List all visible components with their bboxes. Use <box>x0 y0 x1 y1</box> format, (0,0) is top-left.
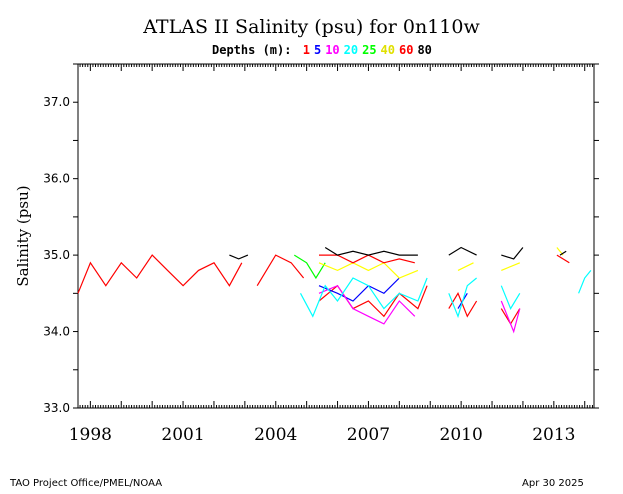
depth-legend: Depths (m): 1 5 10 20 25 40 60 80 <box>212 43 432 57</box>
y-tick-label: 34.0 <box>43 325 70 339</box>
series-80m-segment <box>448 246 477 256</box>
series-1m-segment <box>556 254 570 264</box>
x-tick-label: 2001 <box>161 425 204 445</box>
depth-legend-label: Depths (m): <box>212 43 292 57</box>
series-10m-segment <box>500 300 521 334</box>
series-1m-segment <box>448 291 478 318</box>
x-tick-label: 2007 <box>347 425 390 445</box>
series-1m-segment <box>77 254 243 294</box>
plot-frame <box>77 63 595 409</box>
series-80m-segment <box>324 246 418 256</box>
legend-depth-20: 20 <box>343 43 359 57</box>
series-80m-segment <box>559 250 567 256</box>
y-tick-label: 36.0 <box>43 172 70 186</box>
y-tick-label: 33.0 <box>43 401 70 415</box>
series-25m-segment <box>293 254 326 280</box>
x-tick-label: 1998 <box>69 425 112 445</box>
series-5m-segment <box>318 277 400 302</box>
legend-depth-40: 40 <box>380 43 395 57</box>
depth-legend-items: 1 5 10 20 25 40 60 80 <box>299 43 432 57</box>
legend-depth-80: 80 <box>417 43 432 57</box>
legend-depth-10: 10 <box>325 43 340 57</box>
series-1m-segment <box>256 254 305 287</box>
series-20m-segment <box>500 285 521 310</box>
footer-credit: TAO Project Office/PMEL/NOAA <box>10 478 163 489</box>
series-80m-segment <box>229 254 249 260</box>
series-10m-segment <box>318 284 416 325</box>
legend-depth-25: 25 <box>362 43 377 57</box>
series-40m-segment <box>318 262 419 279</box>
x-tick-label: 2004 <box>254 425 297 445</box>
y-tick-label: 37.0 <box>43 95 70 109</box>
legend-depth-1: 1 <box>302 43 310 57</box>
series-80m-segment <box>501 247 524 260</box>
series-60m-segment <box>319 254 415 264</box>
x-tick-label: 2013 <box>532 425 575 445</box>
series-1m-segment <box>500 308 521 326</box>
legend-depth-5: 5 <box>313 43 322 57</box>
footer-date: Apr 30 2025 <box>522 478 584 489</box>
x-tick-label: 2010 <box>440 425 483 445</box>
series-20m-segment <box>448 277 477 319</box>
legend-depth-60: 60 <box>399 43 414 57</box>
series-20m-segment <box>299 277 428 318</box>
series-40m-segment <box>501 262 521 271</box>
series-40m-segment <box>457 262 474 271</box>
chart-title: ATLAS II Salinity (psu) for 0n110w <box>143 16 480 38</box>
y-tick-label: 35.0 <box>43 248 70 262</box>
y-axis-label: Salinity (psu) <box>14 185 32 286</box>
series-20m-segment <box>578 270 592 294</box>
